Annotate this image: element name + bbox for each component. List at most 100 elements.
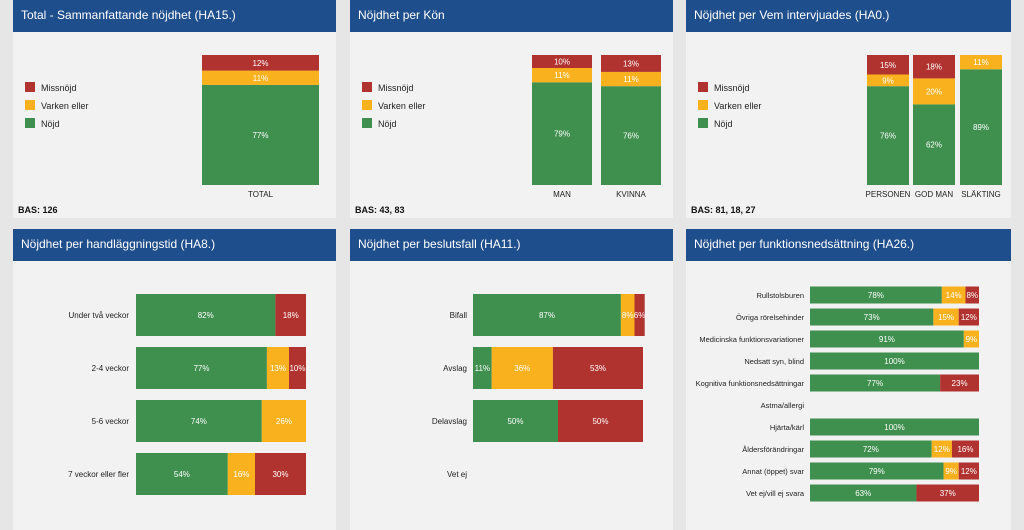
bar-nöjd-personen bbox=[867, 86, 909, 185]
bar-varken-eller-annat-öppet-svar bbox=[943, 462, 959, 480]
bar-missnöjd-åldersförändringar bbox=[951, 440, 979, 458]
bar-nöjd-bifall bbox=[473, 294, 621, 336]
data-label: 11% bbox=[623, 75, 638, 84]
bar-nöjd-total bbox=[202, 84, 319, 185]
bar-varken-eller-5-6-veckor bbox=[261, 400, 306, 442]
bar-nöjd-5-6-veckor bbox=[136, 400, 262, 442]
data-label: 91% bbox=[879, 335, 895, 344]
data-label: 8% bbox=[966, 291, 978, 300]
data-label: 16% bbox=[957, 445, 973, 454]
panel-handlaggningstid: Nöjdhet per handläggningstid (HA8.) Unde… bbox=[13, 229, 336, 530]
legend-label-missnöjd: Missnöjd bbox=[714, 83, 750, 93]
panel-title: Nöjdhet per handläggningstid (HA8.) bbox=[13, 229, 336, 261]
data-label: 62% bbox=[926, 141, 942, 150]
bar-nöjd-släkting bbox=[960, 69, 1002, 185]
bar-varken-eller-kvinna bbox=[601, 71, 661, 87]
bar-varken-eller-man bbox=[532, 68, 592, 83]
y-tick-label: Delavslag bbox=[432, 417, 467, 426]
data-label: 18% bbox=[283, 311, 299, 320]
data-label: 20% bbox=[926, 87, 942, 96]
bar-missnöjd-kvinna bbox=[601, 55, 661, 72]
data-label: 23% bbox=[952, 379, 968, 388]
bar-varken-eller-god-man bbox=[913, 78, 955, 105]
data-label: 9% bbox=[966, 335, 978, 344]
data-label: 12% bbox=[934, 445, 950, 454]
data-label: 12% bbox=[961, 467, 977, 476]
bar-varken-eller-personen bbox=[867, 74, 909, 87]
legend-label-nöjd: Nöjd bbox=[378, 119, 397, 129]
data-label: 11% bbox=[973, 58, 988, 67]
bar-nöjd-delavslag bbox=[473, 400, 558, 442]
panel-title: Nöjdhet per Kön bbox=[350, 0, 673, 32]
bas-text: BAS: 43, 83 bbox=[355, 205, 405, 215]
bar-varken-eller-2-4-veckor bbox=[266, 347, 289, 389]
legend-swatch-varken-eller bbox=[698, 100, 708, 110]
data-label: 15% bbox=[938, 313, 954, 322]
bar-missnöjd-2-4-veckor bbox=[289, 347, 306, 389]
data-label: 79% bbox=[869, 467, 885, 476]
data-label: 100% bbox=[884, 423, 904, 432]
data-label: 74% bbox=[191, 417, 207, 426]
panel-total: Total - Sammanfattande nöjdhet (HA15.) M… bbox=[13, 0, 336, 218]
bas-text: BAS: 81, 18, 27 bbox=[691, 205, 756, 215]
chart-total: Missnöjd Varken eller Nöjd 77% 11% 12% TOTAL bbox=[25, 55, 319, 199]
legend-label-nöjd: Nöjd bbox=[41, 119, 60, 129]
bar-varken-eller-avslag bbox=[491, 347, 553, 389]
x-tick-label: SLÄKTING bbox=[961, 190, 1001, 199]
data-label: 36% bbox=[514, 364, 530, 373]
data-label: 6% bbox=[634, 311, 646, 320]
data-label: 11% bbox=[554, 71, 569, 80]
bar-nöjd-övriga-rörelsehinder bbox=[810, 308, 934, 326]
legend-swatch-nöjd bbox=[362, 118, 372, 128]
legend-swatch-varken-eller bbox=[25, 100, 35, 110]
bar-nöjd-medicinska-funktionsvariationer bbox=[810, 330, 964, 348]
bar-nöjd-vet-ej-vill-ej-svara bbox=[810, 484, 917, 502]
data-label: 72% bbox=[863, 445, 879, 454]
data-label: 15% bbox=[880, 61, 896, 70]
panel-beslutsfall: Nöjdhet per beslutsfall (HA11.) Bifall 87… bbox=[350, 229, 673, 530]
legend-label-varken-eller: Varken eller bbox=[714, 101, 761, 111]
bar-missnöjd-man bbox=[532, 55, 592, 68]
bar-nöjd-nedsatt-syn-blind bbox=[810, 352, 979, 370]
y-tick-label: 2-4 veckor bbox=[92, 364, 130, 373]
y-tick-label: Avslag bbox=[443, 364, 467, 373]
bar-missnöjd-bifall bbox=[634, 294, 645, 336]
bar-missnöjd-personen bbox=[867, 55, 909, 75]
data-label: 10% bbox=[289, 364, 305, 373]
y-tick-label: Astma/allergi bbox=[761, 401, 805, 410]
bar-varken-eller-total bbox=[202, 70, 319, 85]
legend-swatch-nöjd bbox=[25, 118, 35, 128]
bar-varken-eller-släkting bbox=[960, 55, 1002, 70]
bar-nöjd-åldersförändringar bbox=[810, 440, 932, 458]
bar-nöjd-rullstolsburen bbox=[810, 286, 942, 304]
data-label: 13% bbox=[623, 59, 639, 68]
x-tick-label: GOD MAN bbox=[915, 190, 953, 199]
y-tick-label: Åldersförändringar bbox=[742, 445, 804, 454]
y-tick-label: Hjärta/kärl bbox=[770, 423, 805, 432]
y-tick-label: Under två veckor bbox=[69, 311, 130, 320]
bar-varken-eller-bifall bbox=[620, 294, 635, 336]
data-label: 77% bbox=[867, 379, 883, 388]
legend-swatch-missnöjd bbox=[698, 82, 708, 92]
data-label: 50% bbox=[592, 417, 608, 426]
panel-title: Total - Sammanfattande nöjdhet (HA15.) bbox=[13, 0, 336, 32]
data-label: 50% bbox=[507, 417, 523, 426]
bar-varken-eller-medicinska-funktionsvariationer bbox=[963, 330, 979, 348]
y-tick-label: Medicinska funktionsvariationer bbox=[699, 335, 804, 344]
data-label: 63% bbox=[855, 489, 871, 498]
bar-missnöjd-god-man bbox=[913, 55, 955, 79]
bar-nöjd-god-man bbox=[913, 104, 955, 185]
bar-missnöjd-7-veckor-eller-fler bbox=[255, 453, 306, 495]
data-label: 12% bbox=[961, 313, 977, 322]
bar-nöjd-annat-öppet-svar bbox=[810, 462, 944, 480]
bas-text: BAS: 126 bbox=[18, 205, 58, 215]
legend-label-missnöjd: Missnöjd bbox=[378, 83, 414, 93]
panel-vem: Nöjdhet per Vem intervjuades (HA0.) Miss… bbox=[686, 0, 1011, 218]
x-tick-label: MAN bbox=[553, 190, 571, 199]
data-label: 18% bbox=[926, 63, 942, 72]
panel-kon: Nöjdhet per Kön Missnöjd Varken eller Nöjd… bbox=[350, 0, 673, 218]
bar-varken-eller-7-veckor-eller-fler bbox=[227, 453, 255, 495]
bar-varken-eller-åldersförändringar bbox=[931, 440, 952, 458]
bar-missnöjd-total bbox=[202, 55, 319, 71]
data-label: 77% bbox=[252, 131, 268, 140]
